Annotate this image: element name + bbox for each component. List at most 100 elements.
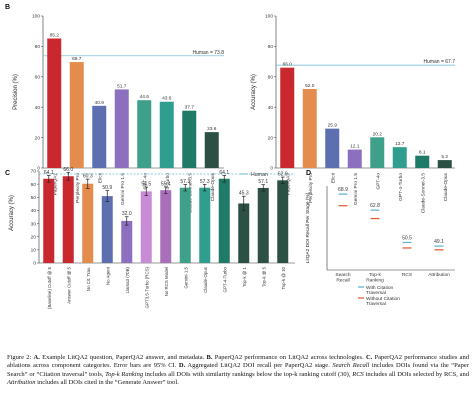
bar-4 [347, 149, 362, 168]
y-tick-label: 100 [265, 14, 273, 20]
bar-7 [182, 110, 197, 168]
caption-a-text: Example LitQA2 question, PaperQA2 answer… [39, 354, 207, 361]
caption-text-3: includes all DOIs selected by RCS, and [363, 370, 470, 378]
x-category-label: Ranking [366, 278, 384, 284]
y-tick-label: 60 [35, 75, 41, 81]
bar-2 [62, 176, 74, 263]
bar-value-label: 8.1 [419, 150, 426, 156]
bar-9 [199, 187, 211, 263]
x-category-label: GPT3.5-Turbo (RCS) [144, 266, 149, 308]
x-category-label: Perplexity Pro [308, 173, 314, 203]
bar-value-label: 55.4 [161, 181, 171, 187]
bar-value-label: 85.2 [50, 32, 60, 38]
caption-d-label: D. [178, 362, 186, 370]
y-tick-label: 100 [32, 14, 40, 20]
x-category-label: Recall [336, 278, 349, 284]
x-category-label: No RCS Model [164, 267, 169, 296]
bar-2 [302, 88, 317, 168]
caption-b-label: B. [206, 354, 213, 361]
bar-value-label: 62.9 [278, 172, 288, 178]
bar-value-label: 54.5 [141, 182, 151, 188]
bar-6 [159, 101, 174, 168]
y-tick-label: 40 [268, 105, 274, 111]
x-category-label: Answer Cutoff @ 5 [66, 266, 71, 303]
x-category-label: PaperQA2 [52, 173, 58, 196]
y-tick-label: 0 [270, 166, 273, 172]
x-category-label: Elicit [330, 172, 336, 183]
bar-value-label: 37.7 [185, 105, 195, 111]
x-category-label: GPT-4o [375, 173, 381, 190]
x-category-label: GPT-4-Turbo [165, 173, 171, 201]
figure-caption: Figure 2: A. Example LitQA2 question, Pa… [7, 354, 469, 388]
x-category-label: No Cit. Trav. [86, 267, 91, 291]
bar-8 [179, 187, 191, 263]
bar-6 [140, 191, 152, 263]
bar-3 [82, 183, 94, 263]
bar-value-label: 66.0 [63, 167, 73, 173]
bar-3 [325, 128, 340, 168]
y-axis-title: LitQA2 DOI Recall Per Stage (%) [305, 192, 311, 263]
bar-value-label: 52.0 [305, 83, 315, 89]
caption-attribution: Attribution [7, 379, 36, 387]
legend-label: With Citation [366, 285, 394, 291]
y-axis-title: Precision (%) [13, 74, 19, 110]
bar-1 [47, 38, 62, 168]
point-value-label: 50.5 [402, 235, 412, 241]
y-tick-label: 70 [31, 169, 37, 175]
y-axis-title: Accuracy (%) [251, 74, 257, 110]
bar-value-label: 20.2 [373, 131, 383, 137]
x-category-label: Top-k @ 1 [242, 266, 247, 287]
bar-value-label: 25.9 [328, 123, 338, 129]
y-tick-label: 20 [35, 135, 41, 141]
x-category-label: Perplexity Pro [75, 173, 81, 203]
x-category-label: GPT-4-Turbo [398, 173, 404, 201]
bar-3 [92, 105, 107, 168]
x-category-label: Gemini-1.5 [183, 266, 188, 288]
reference-line-label: Human = 67.7 [423, 59, 455, 65]
x-category-label: Attribution [428, 272, 450, 278]
caption-top-k: Top-k Ranking [105, 370, 144, 378]
y-axis-title: Accuracy (%) [9, 195, 15, 231]
x-category-label: Llama3 (70B) [125, 266, 130, 293]
bar-2 [69, 62, 84, 168]
bar-value-label: 13.7 [395, 141, 405, 147]
reference-line-label: Human = 73.8 [192, 50, 224, 56]
bar-10 [218, 178, 230, 263]
x-category-label: Top-k [369, 272, 381, 278]
caption-rcs: RCS [352, 370, 364, 378]
x-category-label: (Baseline) Cutoff @ 5 [47, 266, 52, 309]
x-category-label: Claude-Opus [203, 266, 208, 293]
bar-value-label: 51.7 [117, 83, 127, 89]
y-tick-label: 20 [31, 234, 37, 240]
legend-label-cont: Traversal [366, 301, 386, 307]
y-tick-label: 60 [31, 182, 37, 188]
x-category-label: Top-k @ 10 [281, 266, 286, 289]
bar-value-label: 60.3 [83, 174, 93, 180]
x-category-label: GPT-4o [142, 173, 148, 190]
bar-8 [437, 160, 452, 168]
x-category-label: GPT-4-Turbo [222, 266, 227, 292]
y-tick-label: 20 [268, 135, 274, 141]
panel-letter-D: D [306, 170, 311, 177]
panel-letter-C: C [5, 170, 10, 177]
caption-d-text: Aggregated LitQA2 DOI recall per PaperQA… [185, 362, 333, 370]
bar-11 [238, 203, 250, 263]
bar-value-label: 40.9 [95, 100, 105, 106]
bar-5 [370, 137, 385, 168]
caption-figure-label: Figure 2: [7, 354, 34, 361]
x-category-label: Search [335, 272, 351, 278]
point-value-label: 62.8 [370, 203, 380, 209]
bar-value-label: 64.1 [44, 170, 54, 176]
legend-label: Human [251, 172, 268, 178]
bar-4 [114, 89, 129, 168]
caption-c-label: C. [365, 354, 373, 361]
y-tick-label: 0 [37, 166, 40, 172]
bar-value-label: 69.7 [72, 56, 82, 62]
bar-value-label: 57.1 [258, 179, 268, 185]
caption-search-recall: Search Recall [332, 362, 370, 370]
bar-value-label: 23.6 [207, 126, 217, 132]
x-category-label: Claude-Opus [443, 172, 449, 201]
bar-value-label: 66.0 [283, 62, 293, 68]
x-category-label: RCS [402, 272, 412, 278]
